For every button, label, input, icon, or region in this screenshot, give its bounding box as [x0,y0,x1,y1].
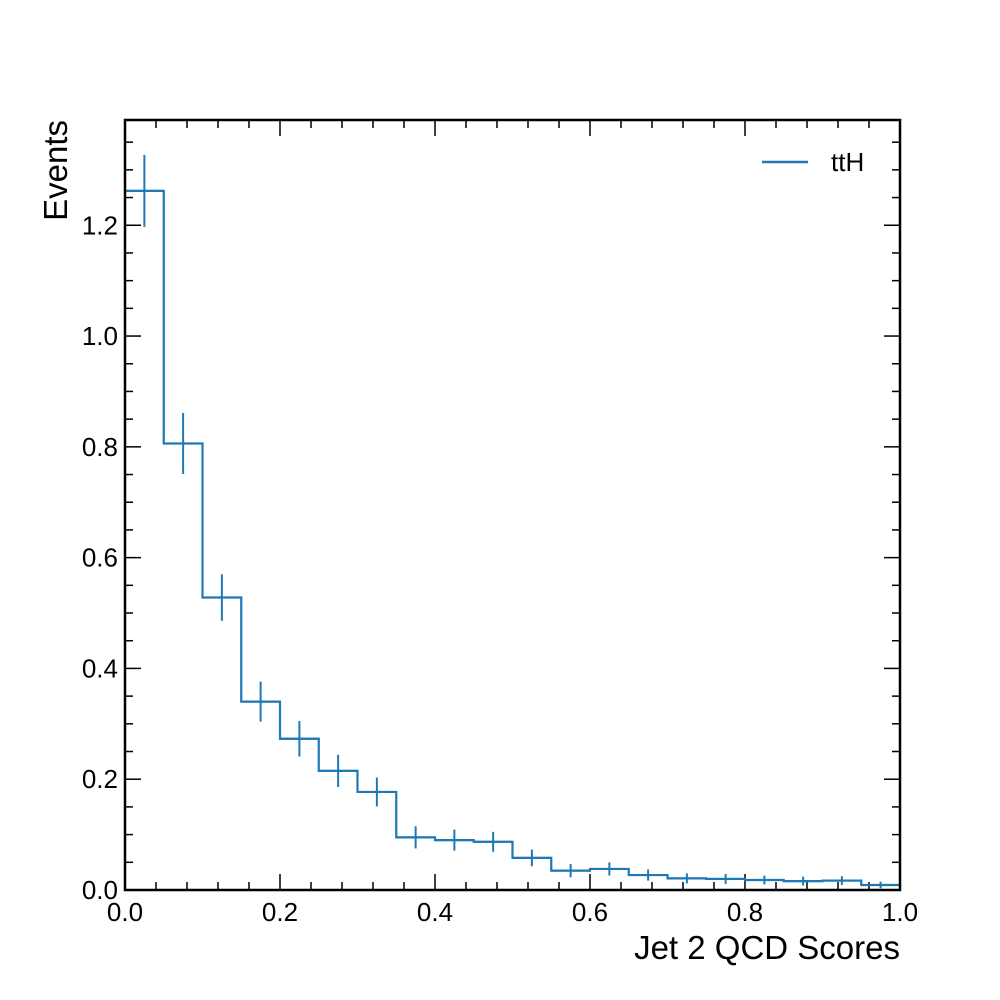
x-tick-label: 0.4 [417,897,453,927]
y-tick-label: 0.6 [82,543,118,573]
legend-label-ttH: ttH [831,147,864,177]
x-axis-title: Jet 2 QCD Scores [634,929,900,966]
y-tick-label: 0.8 [82,432,118,462]
y-tick-label: 0.4 [82,653,118,683]
x-tick-label: 0.6 [572,897,608,927]
y-tick-label: 1.2 [82,210,118,240]
plot-frame [123,118,902,892]
x-tick-label: 0.0 [107,897,143,927]
x-tick-label: 1.0 [882,897,918,927]
tick-labels: 0.0 0.2 0.4 0.6 0.8 1.0 0.0 0.2 0.4 0.6 0.8 1.0 1.2 [82,210,918,927]
y-tick-label: 1.0 [82,321,118,351]
axis-ticks [124,120,901,891]
legend: ttH [762,147,864,177]
histogram-step-line-ttH [125,189,900,887]
y-axis-title: Events [37,120,74,221]
y-tick-label: 0.0 [82,875,118,905]
series-layer [125,154,900,889]
y-tick-label: 0.2 [82,764,118,794]
x-tick-label: 0.8 [727,897,763,927]
x-tick-label: 0.2 [262,897,298,927]
